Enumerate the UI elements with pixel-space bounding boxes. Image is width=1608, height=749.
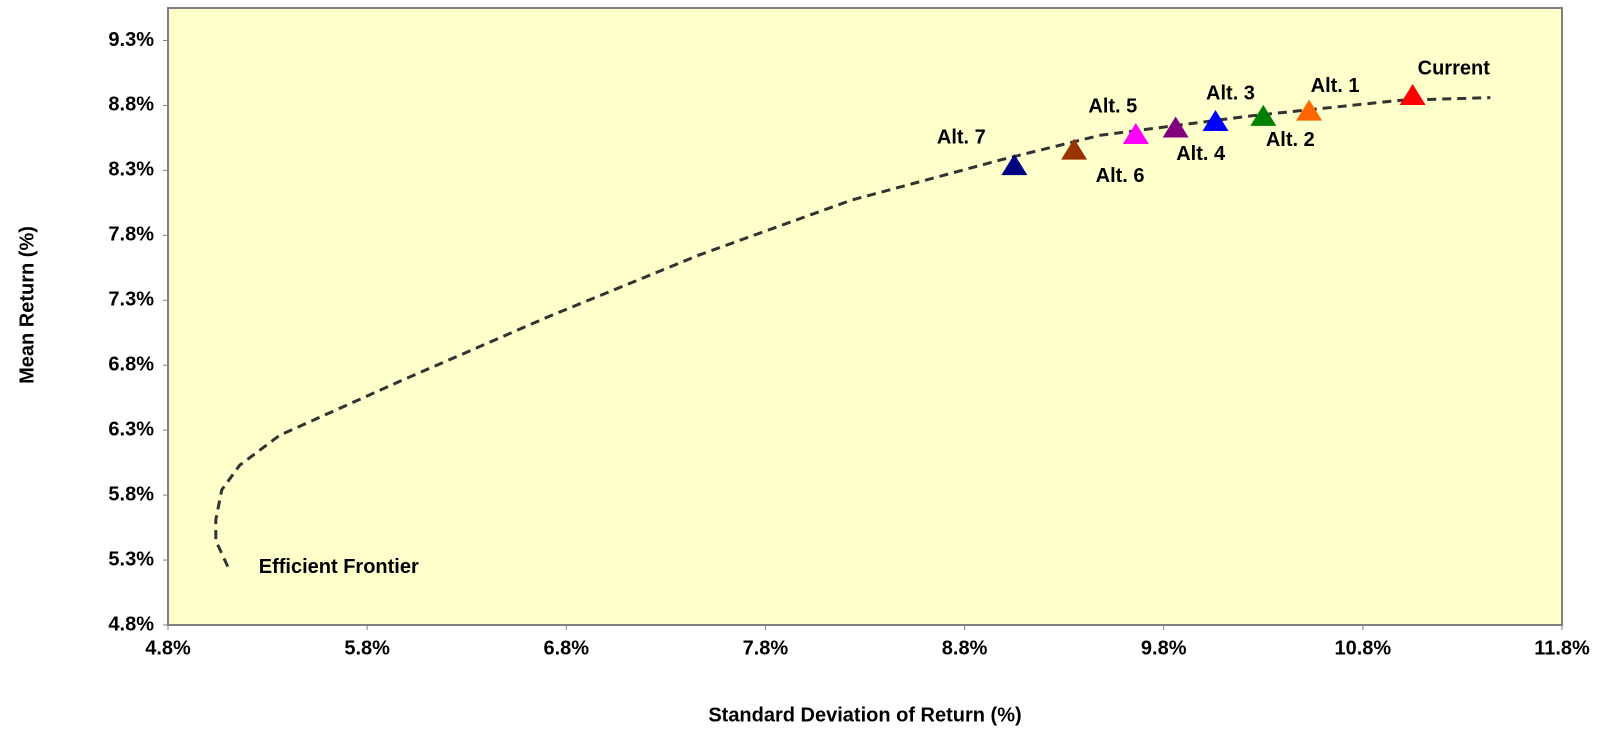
point-marker <box>1250 104 1277 126</box>
x-tick-label: 9.8% <box>1141 637 1187 659</box>
point-label: Alt. 2 <box>1266 129 1315 151</box>
point-label: Current <box>1418 57 1491 79</box>
x-tick-label: 7.8% <box>743 637 789 659</box>
x-tick-label: 10.8% <box>1334 637 1391 659</box>
y-tick-label: 8.3% <box>108 159 154 181</box>
frontier-line <box>214 96 1491 568</box>
point-marker <box>1162 116 1189 138</box>
y-tick-label: 7.8% <box>108 224 154 246</box>
point-label: Alt. 1 <box>1311 75 1360 97</box>
x-tick-label: 5.8% <box>344 637 390 659</box>
y-tick-label: 7.3% <box>108 289 154 311</box>
y-tick-label: 6.3% <box>108 418 154 440</box>
frontier-label: Efficient Frontier <box>259 556 419 578</box>
point-label: Alt. 6 <box>1096 165 1145 187</box>
point-label: Alt. 4 <box>1176 143 1226 165</box>
y-tick-label: 9.3% <box>108 29 154 51</box>
y-tick-label: 6.8% <box>108 353 154 375</box>
point-marker <box>1399 84 1426 106</box>
point-marker <box>1202 110 1229 132</box>
y-axis-title: Mean Return (%) <box>16 226 38 384</box>
point-marker <box>1122 122 1149 144</box>
x-tick-label: 8.8% <box>942 637 988 659</box>
point-marker <box>1001 154 1028 176</box>
x-tick-label: 11.8% <box>1534 637 1590 659</box>
plot-area <box>167 7 1563 626</box>
y-tick-label: 8.8% <box>108 94 154 116</box>
x-tick-label: 6.8% <box>543 637 589 659</box>
y-tick-label: 4.8% <box>108 613 154 635</box>
point-label: Alt. 3 <box>1206 82 1255 104</box>
point-label: Alt. 5 <box>1088 95 1137 117</box>
point-marker <box>1061 138 1088 160</box>
x-axis-title: Standard Deviation of Return (%) <box>708 704 1021 726</box>
point-marker <box>1296 99 1323 121</box>
x-tick-label: 4.8% <box>145 637 191 659</box>
y-tick-label: 5.8% <box>108 483 154 505</box>
y-tick-label: 5.3% <box>108 548 154 570</box>
point-label: Alt. 7 <box>937 126 986 148</box>
